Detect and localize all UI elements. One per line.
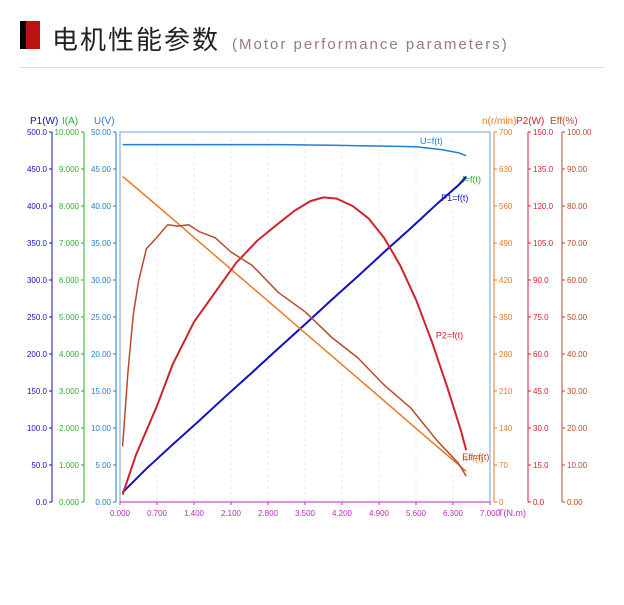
svg-text:6.300: 6.300 (443, 509, 464, 518)
svg-text:2.100: 2.100 (221, 509, 242, 518)
svg-text:10.00: 10.00 (91, 424, 112, 433)
svg-text:U=f(t): U=f(t) (420, 136, 443, 146)
svg-text:250.0: 250.0 (27, 313, 48, 322)
svg-text:3.000: 3.000 (59, 387, 80, 396)
svg-text:0.700: 0.700 (147, 509, 168, 518)
svg-text:2.800: 2.800 (258, 509, 279, 518)
svg-text:8.000: 8.000 (59, 202, 80, 211)
svg-text:560: 560 (499, 202, 513, 211)
svg-text:40.00: 40.00 (567, 350, 588, 359)
svg-text:U(V): U(V) (94, 116, 115, 127)
chart-svg: U(V)0.005.0010.0015.0020.0025.0030.0035.… (20, 108, 604, 568)
svg-text:30.0: 30.0 (533, 424, 549, 433)
svg-text:350: 350 (499, 313, 513, 322)
svg-text:80.00: 80.00 (567, 202, 588, 211)
svg-text:75.0: 75.0 (533, 313, 549, 322)
chart-header: 电机性能参数 (Motor performance parameters) (20, 20, 604, 57)
svg-text:90.0: 90.0 (533, 276, 549, 285)
svg-text:50.0: 50.0 (31, 461, 47, 470)
svg-text:280: 280 (499, 350, 513, 359)
svg-text:420: 420 (499, 276, 513, 285)
svg-text:20.00: 20.00 (91, 350, 112, 359)
svg-text:4.000: 4.000 (59, 350, 80, 359)
svg-text:200.0: 200.0 (27, 350, 48, 359)
svg-text:500.0: 500.0 (27, 128, 48, 137)
svg-text:5.00: 5.00 (95, 461, 111, 470)
svg-text:35.00: 35.00 (91, 239, 112, 248)
svg-text:490: 490 (499, 239, 513, 248)
svg-text:T(N.m): T(N.m) (498, 508, 526, 518)
svg-text:50.00: 50.00 (567, 313, 588, 322)
svg-text:1.400: 1.400 (184, 509, 205, 518)
motor-performance-chart: U(V)0.005.0010.0015.0020.0025.0030.0035.… (20, 108, 604, 568)
svg-text:150.0: 150.0 (533, 128, 554, 137)
svg-text:90.00: 90.00 (567, 165, 588, 174)
svg-text:n(r/min): n(r/min) (482, 116, 516, 127)
svg-text:100.0: 100.0 (27, 424, 48, 433)
svg-text:15.00: 15.00 (91, 387, 112, 396)
svg-text:Eff=f(t): Eff=f(t) (462, 452, 489, 462)
title-english: (Motor performance parameters) (232, 36, 509, 53)
svg-text:10.000: 10.000 (55, 128, 80, 137)
svg-text:100.00: 100.00 (567, 128, 592, 137)
divider (20, 67, 604, 68)
svg-text:50.00: 50.00 (91, 128, 112, 137)
svg-text:4.900: 4.900 (369, 509, 390, 518)
svg-text:120.0: 120.0 (533, 202, 554, 211)
svg-text:60.0: 60.0 (533, 350, 549, 359)
svg-text:210: 210 (499, 387, 513, 396)
svg-text:45.00: 45.00 (91, 165, 112, 174)
svg-text:700: 700 (499, 128, 513, 137)
svg-text:0.0: 0.0 (36, 498, 48, 507)
svg-text:5.600: 5.600 (406, 509, 427, 518)
svg-text:105.0: 105.0 (533, 239, 554, 248)
svg-text:40.00: 40.00 (91, 202, 112, 211)
svg-text:0: 0 (499, 498, 504, 507)
svg-text:10.00: 10.00 (567, 461, 588, 470)
svg-text:0.00: 0.00 (95, 498, 111, 507)
svg-text:6.000: 6.000 (59, 276, 80, 285)
svg-text:45.0: 45.0 (533, 387, 549, 396)
svg-text:0.000: 0.000 (110, 509, 131, 518)
svg-text:0.000: 0.000 (59, 498, 80, 507)
svg-text:300.0: 300.0 (27, 276, 48, 285)
svg-text:70: 70 (499, 461, 508, 470)
svg-text:150.0: 150.0 (27, 387, 48, 396)
svg-text:I(A): I(A) (62, 116, 78, 127)
svg-text:0.00: 0.00 (567, 498, 583, 507)
svg-text:15.0: 15.0 (533, 461, 549, 470)
svg-text:140: 140 (499, 424, 513, 433)
svg-text:20.00: 20.00 (567, 424, 588, 433)
svg-text:1.000: 1.000 (59, 461, 80, 470)
svg-text:P1=f(t): P1=f(t) (441, 193, 468, 203)
title-chinese: 电机性能参数 (52, 20, 220, 57)
svg-text:400.0: 400.0 (27, 202, 48, 211)
svg-text:350.0: 350.0 (27, 239, 48, 248)
svg-text:P2(W): P2(W) (516, 116, 544, 127)
svg-text:4.200: 4.200 (332, 509, 353, 518)
svg-text:630: 630 (499, 165, 513, 174)
svg-text:135.0: 135.0 (533, 165, 554, 174)
svg-text:30.00: 30.00 (567, 387, 588, 396)
svg-text:70.00: 70.00 (567, 239, 588, 248)
title-accent-block (20, 21, 40, 49)
svg-text:30.00: 30.00 (91, 276, 112, 285)
svg-text:3.500: 3.500 (295, 509, 316, 518)
svg-text:9.000: 9.000 (59, 165, 80, 174)
svg-text:0.0: 0.0 (533, 498, 545, 507)
svg-text:5.000: 5.000 (59, 313, 80, 322)
svg-text:60.00: 60.00 (567, 276, 588, 285)
svg-text:Eff(%): Eff(%) (550, 116, 578, 127)
svg-text:450.0: 450.0 (27, 165, 48, 174)
svg-text:P1(W): P1(W) (30, 116, 58, 127)
svg-text:P2=f(t): P2=f(t) (436, 331, 463, 341)
svg-text:25.00: 25.00 (91, 313, 112, 322)
svg-text:2.000: 2.000 (59, 424, 80, 433)
svg-text:7.000: 7.000 (59, 239, 80, 248)
